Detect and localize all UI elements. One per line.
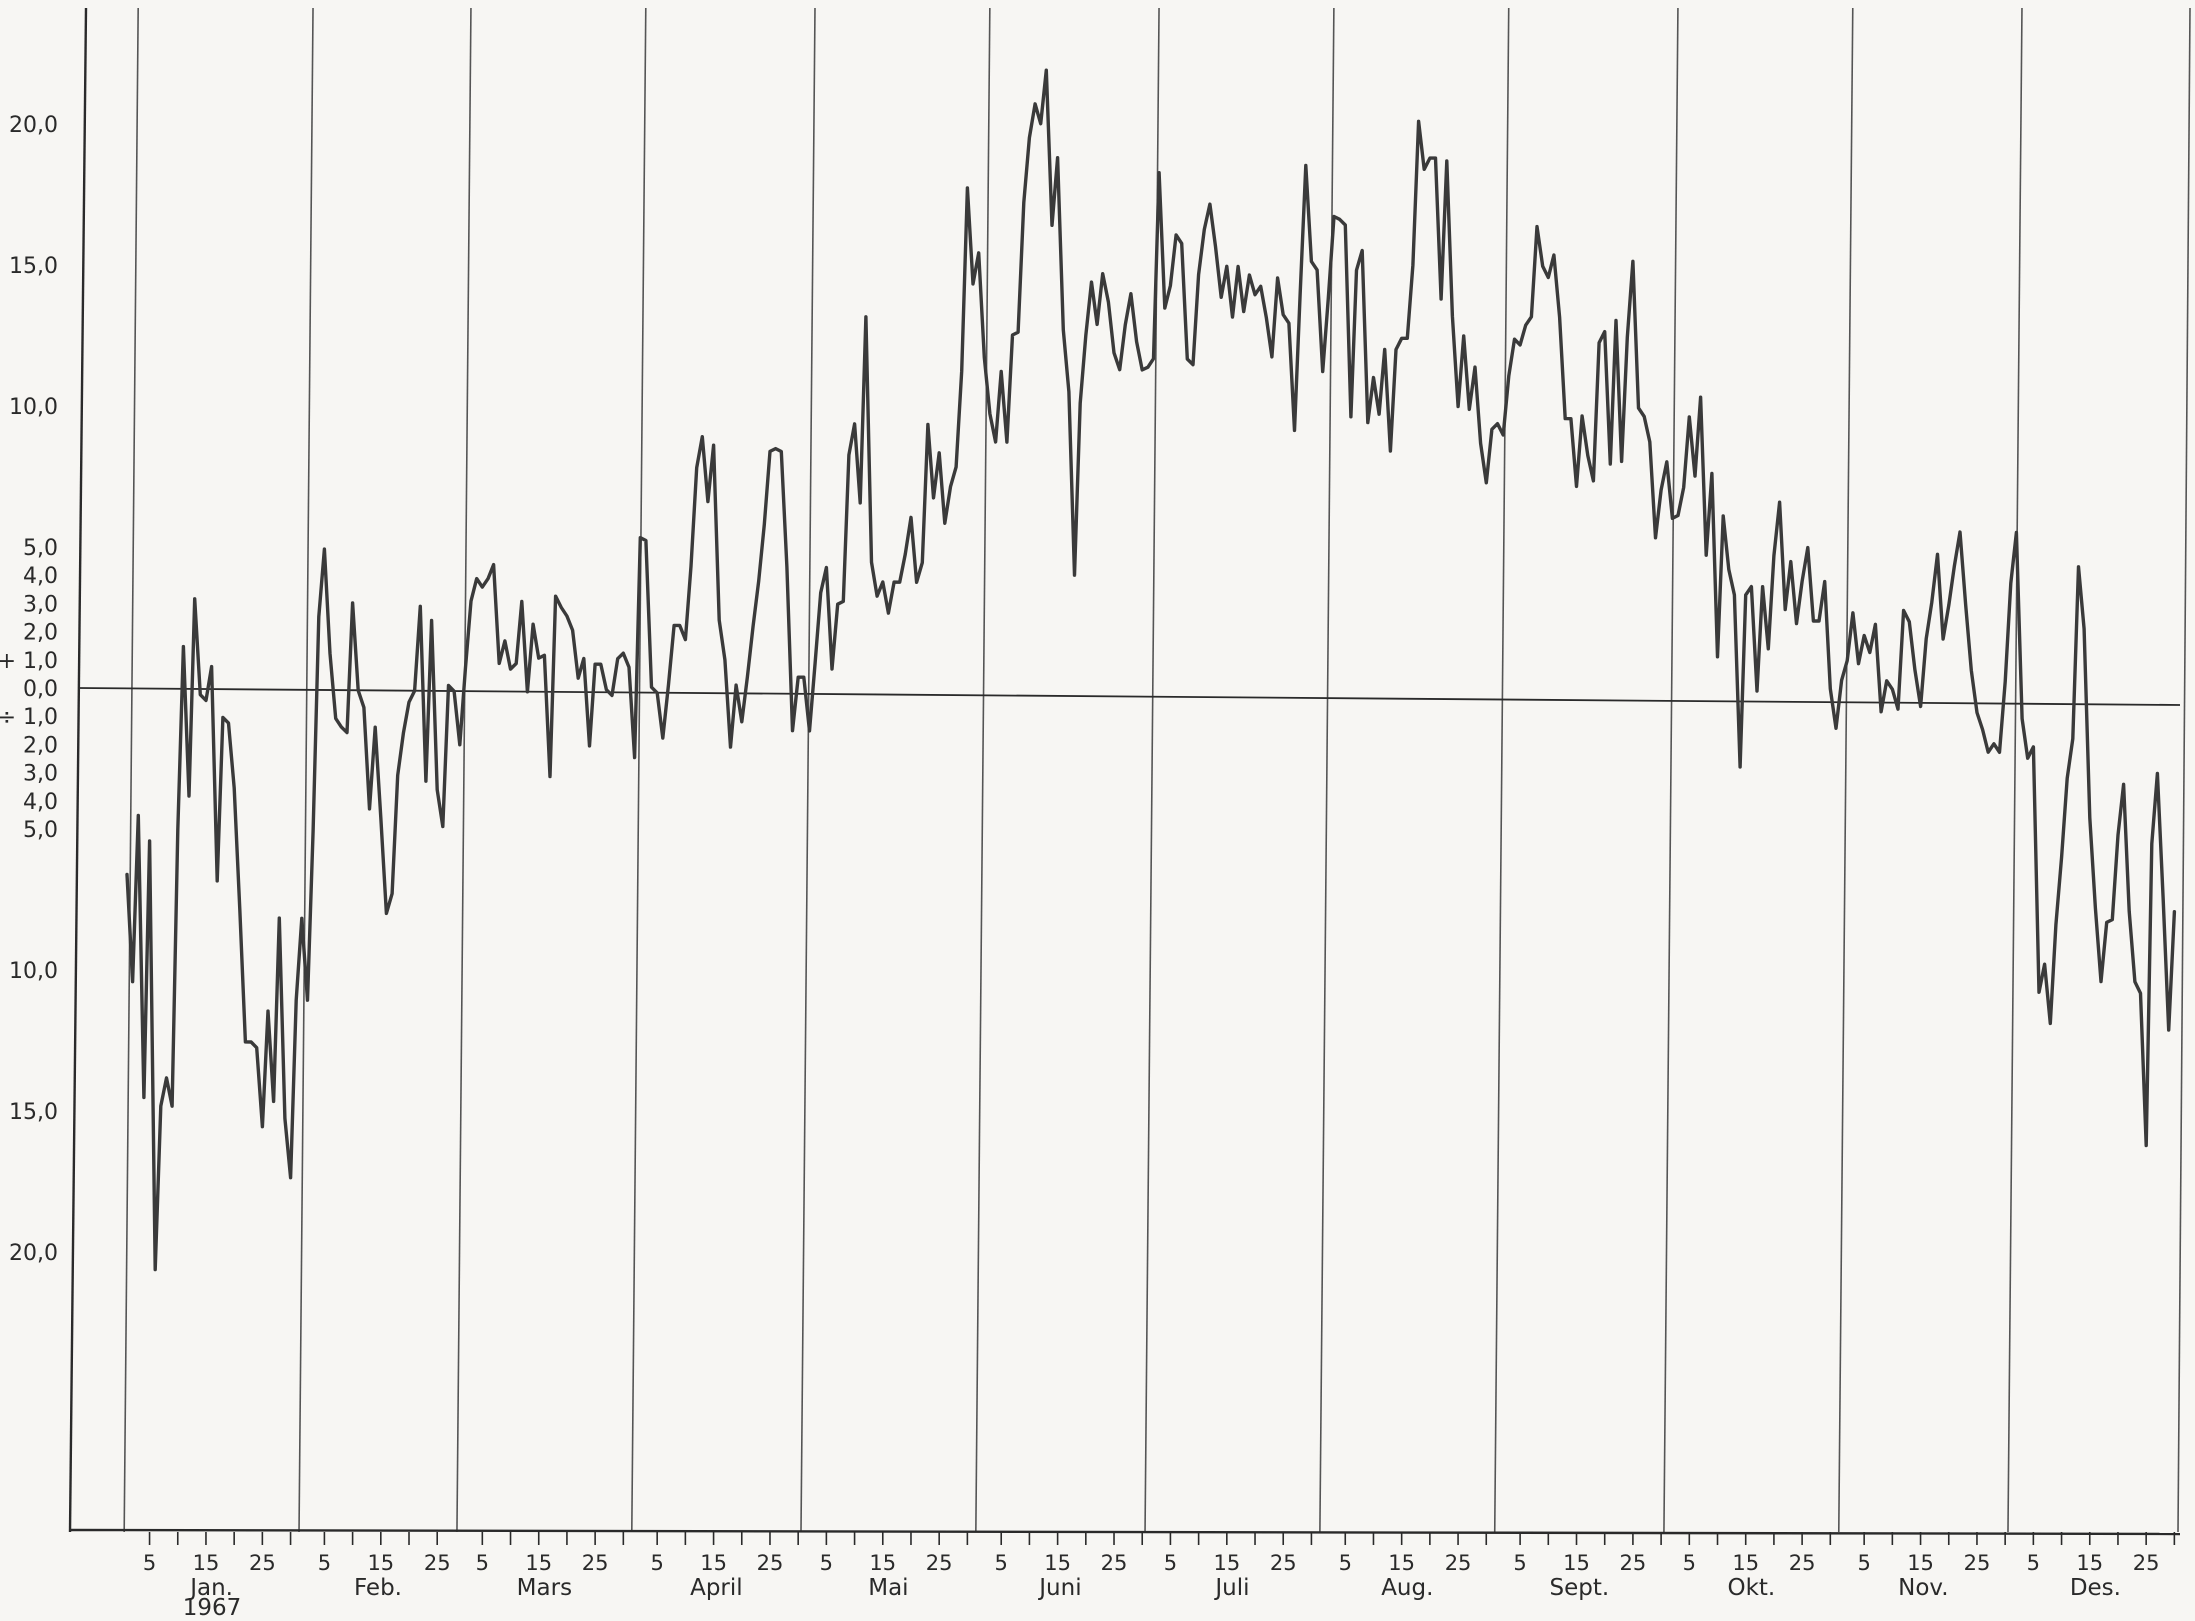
day-tick-label: 25 xyxy=(424,1551,451,1575)
y-tick-label: 15,0 xyxy=(9,254,58,279)
month-label: Juni xyxy=(1037,1575,1081,1601)
day-tick-label: 15 xyxy=(700,1551,727,1575)
month-boundary-line xyxy=(975,7,991,1533)
month-label: Mai xyxy=(868,1575,908,1601)
day-tick-label: 15 xyxy=(1213,1551,1240,1575)
axes xyxy=(68,7,2181,1536)
day-tick-label: 15 xyxy=(1388,1551,1415,1575)
day-tick-label: 5 xyxy=(2027,1551,2040,1575)
day-tick-label: 5 xyxy=(1164,1551,1177,1575)
y-tick-label: 2,0 xyxy=(23,733,58,758)
day-tick-label: 25 xyxy=(1270,1551,1297,1575)
day-tick-label: 25 xyxy=(1620,1551,1647,1575)
day-tick-label: 5 xyxy=(1857,1551,1870,1575)
y-tick-label: 2,0 xyxy=(23,621,58,646)
zero-line xyxy=(77,687,2181,706)
y-tick-label: 5,0 xyxy=(23,818,58,843)
day-tick-label: 5 xyxy=(650,1551,663,1575)
month-boundary-line xyxy=(800,7,816,1533)
y-tick-label: 3,0 xyxy=(23,592,58,617)
month-label: Okt. xyxy=(1727,1575,1775,1601)
x-axis-line xyxy=(69,1528,2181,1536)
month-boundary-line xyxy=(2177,7,2191,1533)
month-boundary-line xyxy=(456,7,472,1533)
day-tick-label: 5 xyxy=(476,1551,489,1575)
day-tick-label: 25 xyxy=(926,1551,953,1575)
y-tick-label: 4,0 xyxy=(23,564,58,589)
day-tick-label: 5 xyxy=(1683,1551,1696,1575)
day-tick-label: 25 xyxy=(1964,1551,1991,1575)
month-label: Nov. xyxy=(1898,1575,1948,1601)
day-tick-label: 25 xyxy=(249,1551,276,1575)
day-tick-label: 15 xyxy=(1044,1551,1071,1575)
y-tick-label: 15,0 xyxy=(9,1100,58,1125)
month-label: Juli xyxy=(1213,1575,1249,1601)
day-tick-label: 25 xyxy=(582,1551,609,1575)
year-label: 1967 xyxy=(183,1595,242,1621)
month-label: Mars xyxy=(517,1575,572,1601)
day-tick-label: 5 xyxy=(318,1551,331,1575)
day-tick-label: 25 xyxy=(1445,1551,1472,1575)
month-boundary-line xyxy=(630,7,647,1533)
month-label: April xyxy=(690,1575,743,1601)
y-tick-label: 20,0 xyxy=(9,113,58,138)
month-boundary-line xyxy=(1837,7,1854,1533)
day-tick-label: 15 xyxy=(193,1551,220,1575)
day-tick-label: 5 xyxy=(1513,1551,1526,1575)
day-tick-label: 15 xyxy=(367,1551,394,1575)
day-tick-label: 15 xyxy=(1732,1551,1759,1575)
day-tick-label: 5 xyxy=(1339,1551,1352,1575)
month-label: Des. xyxy=(2070,1575,2121,1601)
y-tick-label: 10,0 xyxy=(9,959,58,984)
y-tick-label: ÷ 1,0 xyxy=(0,705,58,730)
month-boundary-line xyxy=(2007,7,2023,1533)
day-tick-label: 5 xyxy=(143,1551,156,1575)
month-label: Feb. xyxy=(354,1575,402,1601)
y-tick-labels: 20,0 15,0 10,0 5,0 4,0 3,0 2,0 + 1,0 0,0 ÷ 1,0 2,0… xyxy=(0,113,58,1266)
day-tick-label: 15 xyxy=(525,1551,552,1575)
day-tick-label: 25 xyxy=(1789,1551,1816,1575)
y-tick-label: + 1,0 xyxy=(0,649,58,674)
y-tick-label: 20,0 xyxy=(9,1241,58,1266)
month-boundary-line xyxy=(1663,7,1679,1533)
temperature-series-line xyxy=(125,68,2177,1272)
month-grid xyxy=(123,7,2191,1533)
day-tick-label: 25 xyxy=(2133,1551,2160,1575)
y-tick-label: 10,0 xyxy=(9,395,58,420)
day-tick-label: 15 xyxy=(2076,1551,2103,1575)
y-axis-line xyxy=(68,7,88,1533)
month-boundary-line xyxy=(1493,7,1510,1533)
month-boundary-line xyxy=(123,7,139,1533)
month-label: Sept. xyxy=(1549,1575,1609,1601)
day-tick-label: 15 xyxy=(869,1551,896,1575)
month-boundary-line xyxy=(298,7,314,1533)
month-label: Jan. xyxy=(188,1575,233,1601)
day-tick-label: 15 xyxy=(1563,1551,1590,1575)
y-tick-label: 3,0 xyxy=(23,762,58,787)
day-tick-label: 25 xyxy=(757,1551,784,1575)
y-tick-label: 4,0 xyxy=(23,790,58,815)
day-tick-label: 25 xyxy=(1101,1551,1128,1575)
y-tick-label: 0,0 xyxy=(23,677,58,702)
x-tick-labels: 5 15 25 5 15 25 5 15 25 5 15 25 5 15 25 5 15 25 5 15 25 5 15 25… xyxy=(143,1532,2176,1575)
month-label: Aug. xyxy=(1381,1575,1433,1601)
day-tick-label: 5 xyxy=(820,1551,833,1575)
day-tick-label: 5 xyxy=(995,1551,1008,1575)
day-tick-label: 15 xyxy=(1907,1551,1934,1575)
month-labels: Jan. Feb. Mars April Mai Juni Juli Aug. Sept. Okt… xyxy=(188,1575,2121,1601)
y-tick-label: 5,0 xyxy=(23,536,58,561)
